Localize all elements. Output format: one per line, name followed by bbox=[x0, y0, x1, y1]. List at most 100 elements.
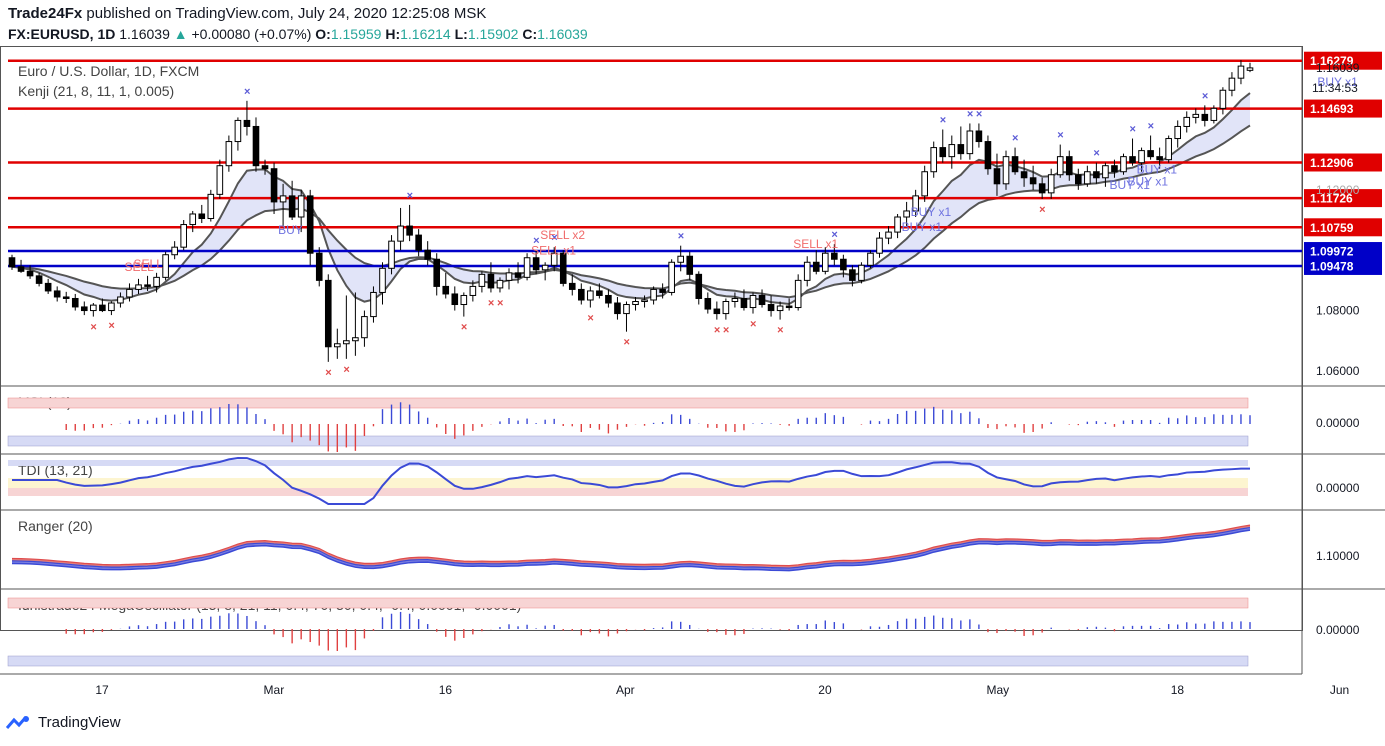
candle-body bbox=[370, 291, 377, 318]
swing-high-marker: × bbox=[533, 235, 539, 247]
candle-body bbox=[984, 141, 992, 170]
kenji-fast-line bbox=[11, 92, 1251, 306]
level-price-label: 1.09972 bbox=[1310, 245, 1354, 259]
candle-body bbox=[1038, 183, 1046, 194]
candle-body bbox=[496, 279, 504, 289]
chart-area[interactable]: 1.16279 1.14693 1.12906 1.11726 1.10759 1.099… bbox=[0, 46, 1385, 712]
candle-body bbox=[505, 272, 513, 281]
candle-body bbox=[225, 141, 233, 167]
candle-body bbox=[306, 195, 314, 254]
publish-info: published on TradingView.com, July 24, 2… bbox=[86, 5, 487, 22]
tdi-line bbox=[12, 456, 1251, 505]
panel-axis-label: 1.10000 bbox=[1316, 549, 1360, 563]
candle-body bbox=[523, 257, 531, 278]
swing-low-marker: × bbox=[723, 325, 729, 337]
candle-body bbox=[1120, 156, 1127, 173]
candle-body bbox=[704, 297, 712, 310]
swing-low-marker: × bbox=[777, 325, 783, 337]
author-name: Trade24Fx bbox=[8, 5, 83, 22]
ranger-band-line bbox=[11, 529, 1251, 572]
candle-body bbox=[406, 225, 413, 236]
candle-body bbox=[641, 299, 648, 303]
candle-body bbox=[740, 297, 748, 309]
candle-body bbox=[478, 273, 486, 287]
buy-signal-label: BUY x1 bbox=[1109, 178, 1150, 192]
last-price: 1.16039 bbox=[119, 26, 170, 42]
candle-body bbox=[731, 297, 739, 303]
swing-high-marker: × bbox=[1148, 121, 1154, 133]
swing-high-marker: × bbox=[967, 108, 973, 120]
candle-body bbox=[776, 305, 784, 312]
swing-low-marker: × bbox=[325, 367, 331, 379]
candle-body bbox=[415, 234, 422, 251]
level-price-tag bbox=[1304, 99, 1382, 118]
candle-body bbox=[99, 304, 106, 312]
buy-signal-label: BUY x1 bbox=[911, 205, 952, 219]
candle-body bbox=[35, 275, 43, 284]
candle-body bbox=[1192, 113, 1200, 118]
candle-body bbox=[297, 195, 305, 218]
candle-body bbox=[1246, 67, 1254, 71]
candle-body bbox=[975, 130, 983, 143]
x-tick-label: Jun bbox=[1330, 683, 1349, 697]
sell-signal-label: SELL x1 bbox=[531, 243, 576, 257]
candle-body bbox=[957, 144, 965, 155]
candle-body bbox=[1210, 107, 1218, 121]
candle-body bbox=[433, 258, 441, 287]
ranger-band-line bbox=[11, 525, 1251, 568]
candle-body bbox=[867, 252, 874, 266]
candle-body bbox=[144, 284, 151, 287]
candle-body bbox=[912, 195, 919, 212]
up-arrow-icon: ▲ bbox=[173, 26, 188, 42]
candle-body bbox=[686, 255, 694, 275]
x-tick-label: 20 bbox=[818, 683, 832, 697]
y-tick-label: 1.08000 bbox=[1316, 304, 1360, 318]
candle-body bbox=[668, 261, 675, 293]
candle-body bbox=[858, 264, 865, 281]
kenji-slow-line bbox=[11, 124, 1251, 299]
swing-high-marker: × bbox=[407, 190, 413, 202]
candle-body bbox=[930, 147, 938, 173]
candle-body bbox=[605, 294, 612, 304]
candle-body bbox=[1201, 113, 1209, 121]
candle-body bbox=[713, 308, 721, 315]
high-value: 1.16214 bbox=[400, 26, 451, 42]
y-tick-label: 1.06000 bbox=[1316, 364, 1360, 378]
open-label: O: bbox=[315, 26, 331, 42]
buy-signal-label: BUY x1 bbox=[902, 220, 943, 234]
ranger-band-line bbox=[11, 528, 1251, 571]
swing-low-marker: × bbox=[714, 325, 720, 337]
candle-body bbox=[541, 264, 549, 271]
candle-body bbox=[324, 279, 332, 348]
level-price-label: 1.10759 bbox=[1310, 221, 1354, 235]
swing-high-marker: × bbox=[244, 86, 250, 98]
candle-body bbox=[71, 297, 79, 308]
candle-body bbox=[1174, 125, 1182, 140]
tradingview-logo-icon[interactable] bbox=[6, 715, 32, 731]
candle-body bbox=[1047, 174, 1055, 194]
ranger-band-line bbox=[11, 524, 1251, 567]
candle-body bbox=[568, 282, 576, 290]
candle-body bbox=[532, 257, 540, 271]
candle-body bbox=[821, 252, 829, 272]
swing-high-marker: × bbox=[1202, 90, 1208, 102]
y-tick-label: 1.12000 bbox=[1316, 183, 1360, 197]
candle-body bbox=[1002, 156, 1010, 185]
ranger-band-line bbox=[11, 526, 1251, 569]
candle-body bbox=[1075, 174, 1082, 185]
buy-signal-label: BUY x1 bbox=[1317, 75, 1358, 89]
candle-body bbox=[189, 213, 197, 226]
candle-body bbox=[1129, 156, 1136, 164]
candle-body bbox=[1011, 156, 1019, 173]
level-price-tag bbox=[1304, 153, 1382, 172]
candle-body bbox=[876, 237, 883, 254]
low-label: L: bbox=[454, 26, 468, 42]
brand-name[interactable]: TradingView bbox=[38, 714, 121, 731]
swing-high-marker: × bbox=[940, 114, 946, 126]
swing-low-marker: × bbox=[90, 322, 96, 334]
candle-body bbox=[1228, 77, 1236, 91]
tdi-upper-zone bbox=[8, 460, 1248, 466]
candle-body bbox=[1065, 156, 1073, 176]
sell-signal-label: SELL bbox=[125, 260, 155, 274]
swing-high-marker: × bbox=[831, 229, 837, 241]
